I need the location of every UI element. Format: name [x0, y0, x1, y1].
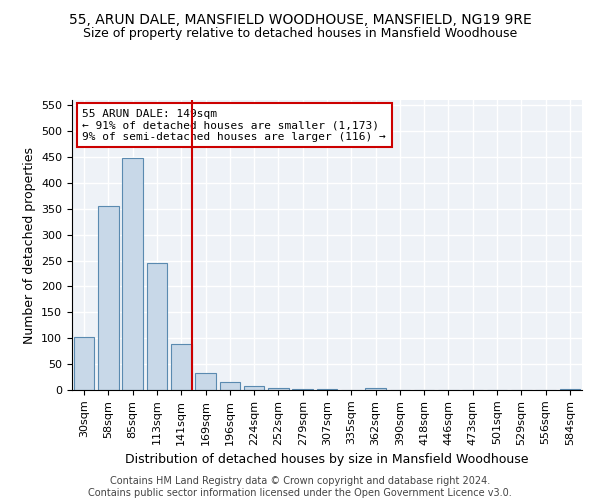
- Bar: [171, 344, 191, 390]
- Text: 55 ARUN DALE: 149sqm
← 91% of detached houses are smaller (1,173)
9% of semi-det: 55 ARUN DALE: 149sqm ← 91% of detached h…: [82, 108, 386, 142]
- Bar: [220, 382, 240, 390]
- Text: Size of property relative to detached houses in Mansfield Woodhouse: Size of property relative to detached ho…: [83, 28, 517, 40]
- Bar: [122, 158, 143, 390]
- Text: Contains HM Land Registry data © Crown copyright and database right 2024.
Contai: Contains HM Land Registry data © Crown c…: [88, 476, 512, 498]
- Bar: [146, 263, 167, 390]
- Bar: [244, 386, 265, 390]
- Bar: [365, 388, 386, 390]
- Bar: [560, 389, 580, 390]
- Y-axis label: Number of detached properties: Number of detached properties: [23, 146, 35, 344]
- Bar: [195, 374, 216, 390]
- Bar: [268, 388, 289, 390]
- Bar: [74, 337, 94, 390]
- Bar: [98, 206, 119, 390]
- X-axis label: Distribution of detached houses by size in Mansfield Woodhouse: Distribution of detached houses by size …: [125, 453, 529, 466]
- Text: 55, ARUN DALE, MANSFIELD WOODHOUSE, MANSFIELD, NG19 9RE: 55, ARUN DALE, MANSFIELD WOODHOUSE, MANS…: [68, 12, 532, 26]
